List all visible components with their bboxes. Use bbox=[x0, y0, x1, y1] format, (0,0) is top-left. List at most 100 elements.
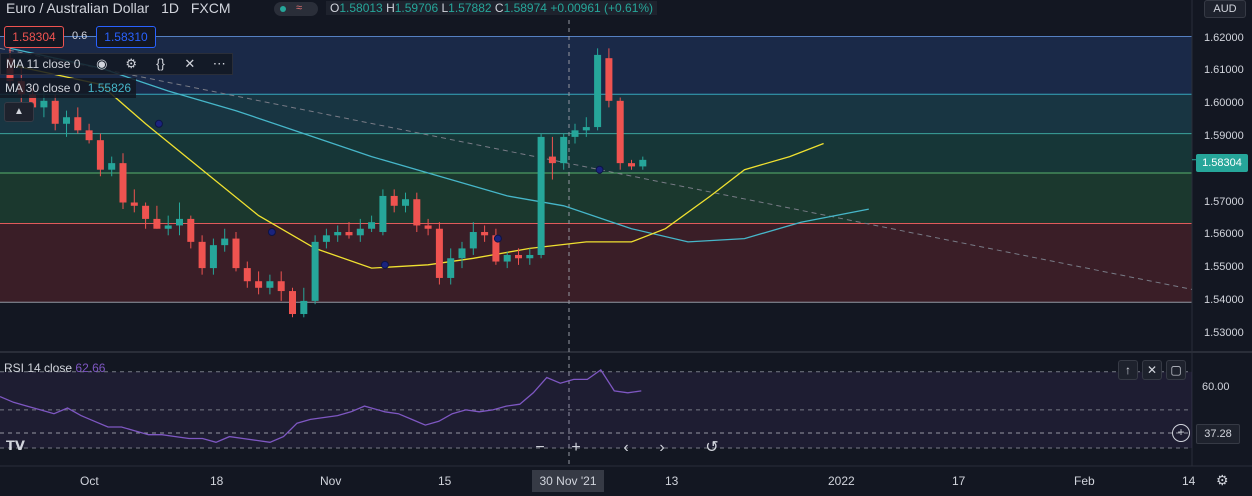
ohlc-high: 1.59706 bbox=[394, 1, 439, 15]
fib-band bbox=[0, 133, 1192, 173]
market-status-badge[interactable]: ≈ bbox=[274, 2, 318, 16]
candle-body bbox=[481, 232, 489, 236]
time-tick-label: Oct bbox=[80, 474, 99, 488]
currency-button[interactable]: AUD bbox=[1204, 0, 1246, 18]
source-label: FXCM bbox=[190, 0, 231, 16]
ma30-line bbox=[9, 47, 869, 243]
candle-body bbox=[119, 163, 127, 203]
settings-gear-icon[interactable]: ⚙ bbox=[1216, 472, 1229, 488]
price-tick-label: 1.56000 bbox=[1204, 228, 1244, 241]
time-tick-label: 18 bbox=[210, 474, 224, 488]
rsi-value: 62.66 bbox=[75, 361, 106, 375]
candle-body bbox=[503, 254, 511, 262]
candle-body bbox=[63, 117, 70, 124]
source-code-icon[interactable]: {} bbox=[156, 56, 165, 71]
time-tick-label: 14 bbox=[1182, 474, 1196, 488]
more-icon[interactable]: ⋯ bbox=[212, 56, 226, 71]
candle-body bbox=[198, 241, 206, 269]
crosshair-date-label: 30 Nov '21 bbox=[532, 470, 604, 492]
ohlc-l-label: L bbox=[441, 1, 449, 15]
scroll-right-button[interactable]: › bbox=[659, 439, 665, 456]
candle-body bbox=[243, 268, 251, 282]
ma11-line bbox=[9, 64, 824, 269]
ohlc-low: 1.57882 bbox=[448, 1, 492, 15]
candle-body bbox=[322, 235, 330, 242]
candle-body bbox=[605, 58, 613, 101]
signal-marker bbox=[380, 260, 389, 269]
market-open-icon bbox=[280, 6, 286, 12]
price-tick-label: 1.53000 bbox=[1204, 326, 1244, 339]
candle-body bbox=[356, 228, 364, 236]
candle-body bbox=[368, 222, 376, 229]
rsi-legend[interactable]: RSI 14 close 62.66 bbox=[4, 361, 105, 375]
pane-up-button[interactable]: ↑ bbox=[1118, 360, 1138, 380]
price-tick-label: 1.55000 bbox=[1204, 261, 1244, 274]
ma30-legend[interactable]: MA 30 close 0 1.55826 bbox=[0, 78, 137, 98]
fib-band bbox=[0, 172, 1192, 224]
candle-body bbox=[628, 163, 635, 167]
candle-body bbox=[537, 136, 545, 255]
spread-value: 0.6 bbox=[72, 30, 88, 42]
zoom-in-button[interactable]: + bbox=[571, 439, 581, 456]
symbol-title[interactable]: Euro / Australian Dollar 1D FXCM bbox=[6, 0, 231, 16]
sell-button[interactable]: 1.58304 bbox=[4, 26, 64, 48]
close-icon[interactable]: ✕ bbox=[184, 56, 196, 71]
ohlc-close: 1.58974 bbox=[503, 1, 547, 15]
wave-icon: ≈ bbox=[296, 2, 303, 14]
candle-body bbox=[334, 232, 342, 236]
candle-body bbox=[74, 117, 82, 131]
candle-body bbox=[255, 281, 263, 288]
candle-body bbox=[130, 202, 138, 206]
candle-body bbox=[548, 156, 556, 164]
candle-body bbox=[379, 195, 387, 233]
candle-body bbox=[435, 228, 443, 278]
eye-icon[interactable]: ◉ bbox=[96, 56, 108, 71]
signal-marker bbox=[595, 165, 604, 174]
candle-body bbox=[594, 54, 602, 128]
ohlc-h-label: H bbox=[386, 1, 395, 15]
pane-maximize-button[interactable]: ▢ bbox=[1166, 360, 1186, 380]
ohlc-c-label: C bbox=[494, 1, 504, 15]
zoom-out-button[interactable]: − bbox=[535, 439, 545, 456]
candle-body bbox=[639, 159, 647, 167]
pane-close-button[interactable]: ✕ bbox=[1142, 360, 1162, 380]
settings-icon[interactable]: ⚙ bbox=[125, 56, 137, 71]
ohlc-open: 1.58013 bbox=[339, 1, 383, 15]
scroll-left-button[interactable]: ‹ bbox=[623, 439, 629, 456]
price-tick-label: 1.61000 bbox=[1204, 64, 1244, 77]
candle-body bbox=[469, 232, 477, 249]
ohlc-readout: O1.58013 H1.59706 L1.57882 C1.58974 +0.0… bbox=[326, 1, 658, 15]
candle-body bbox=[447, 258, 455, 278]
time-tick-label: 13 bbox=[665, 474, 679, 488]
candle-body bbox=[85, 130, 93, 141]
add-plus-icon[interactable]: + bbox=[1172, 424, 1190, 442]
time-tick-label: 2022 bbox=[828, 474, 855, 488]
candle-body bbox=[51, 100, 59, 124]
ma11-label: MA 11 close 0 bbox=[6, 57, 81, 71]
buy-button[interactable]: 1.58310 bbox=[96, 26, 156, 48]
candle-body bbox=[311, 241, 319, 301]
collapse-legend-button[interactable]: ▲ bbox=[4, 102, 34, 122]
candle-body bbox=[413, 199, 421, 226]
candle-body bbox=[526, 254, 534, 259]
ma11-legend[interactable]: MA 11 close 0 ◉ ⚙ {} ✕ ⋯ bbox=[0, 53, 234, 75]
rsi-axis-label: 60.00 bbox=[1202, 381, 1230, 393]
candle-body bbox=[29, 94, 37, 108]
signal-marker bbox=[493, 234, 502, 243]
candle-body bbox=[560, 136, 568, 164]
candle-body bbox=[582, 127, 590, 131]
candle-body bbox=[221, 238, 229, 246]
ma30-label: MA 30 close 0 bbox=[5, 81, 81, 95]
candle-body bbox=[187, 218, 195, 242]
time-tick-label: Feb bbox=[1074, 474, 1095, 488]
candle-body bbox=[209, 245, 217, 269]
reset-chart-button[interactable]: ↺ bbox=[705, 439, 719, 456]
candle-body bbox=[108, 163, 116, 170]
candle-body bbox=[300, 300, 308, 315]
symbol-name: Euro / Australian Dollar bbox=[6, 0, 150, 16]
signal-marker bbox=[267, 228, 276, 237]
candle-body bbox=[164, 225, 172, 229]
last-price-tag: 1.58304 bbox=[1196, 154, 1248, 172]
tradingview-logo[interactable]: 𝗧𝗩 bbox=[6, 438, 25, 453]
